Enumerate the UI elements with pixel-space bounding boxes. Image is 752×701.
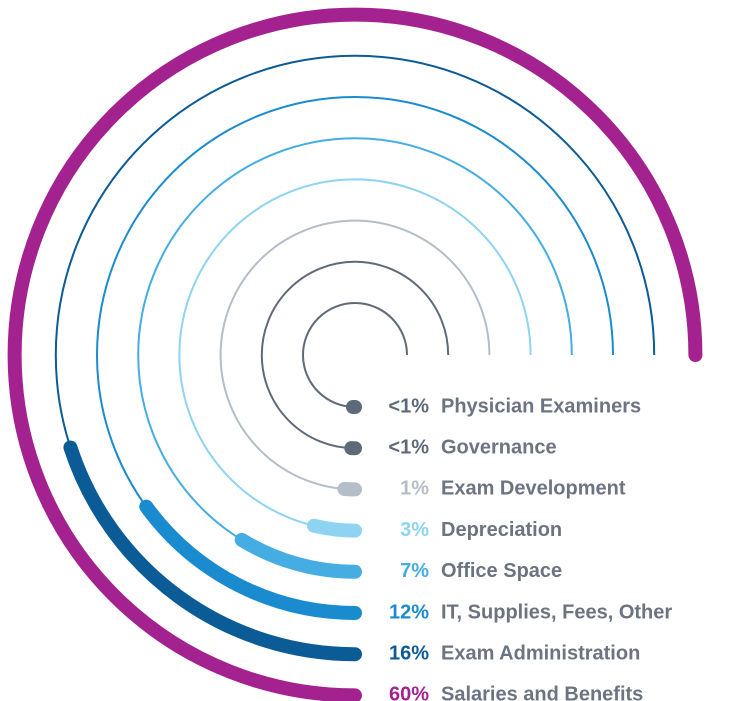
ring-track (260, 260, 450, 450)
value-label: 3% (400, 519, 429, 541)
value-label: 16% (389, 642, 429, 664)
category-label: Salaries and Benefits (441, 684, 643, 701)
radial-bar (234, 532, 362, 579)
value-label: 12% (389, 601, 429, 623)
value-label: <1% (388, 395, 429, 417)
value-label: 7% (400, 560, 429, 582)
ring-track (137, 137, 573, 573)
value-label: 60% (389, 684, 429, 701)
category-label: IT, Supplies, Fees, Other (441, 601, 672, 623)
radial-bar (7, 7, 703, 701)
value-label: <1% (388, 436, 429, 458)
category-label: Office Space (441, 560, 562, 582)
category-label: Physician Examiners (441, 395, 641, 417)
radial-bar (63, 440, 362, 662)
category-label: Exam Development (441, 478, 626, 500)
category-label: Governance (441, 436, 557, 458)
ring-track (302, 302, 408, 408)
value-label: 1% (400, 478, 429, 500)
radial-bar (139, 499, 362, 620)
ring-track (178, 178, 532, 532)
radial-bar (307, 518, 362, 538)
ring-track (219, 219, 491, 491)
category-label: Depreciation (441, 519, 562, 541)
category-label: Exam Administration (441, 642, 640, 664)
